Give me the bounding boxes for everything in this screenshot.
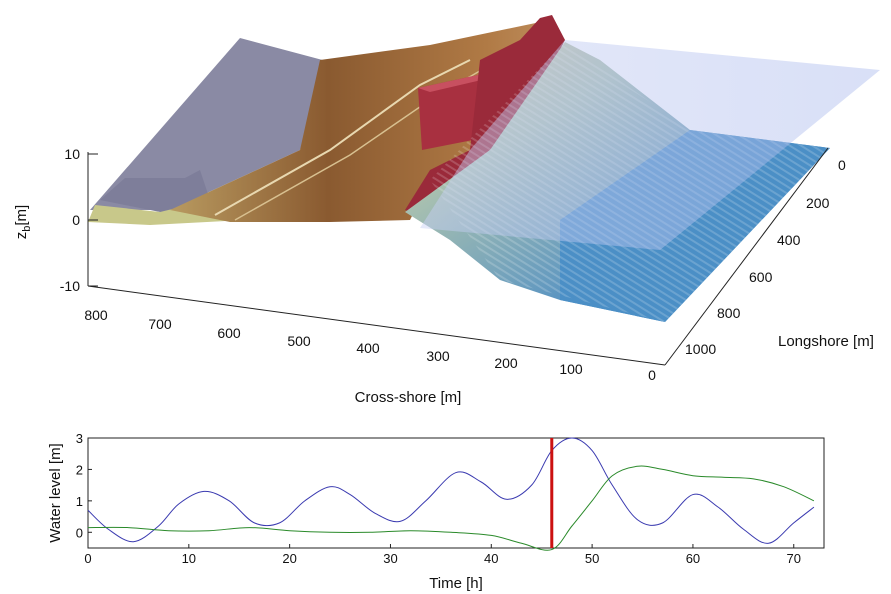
cross-shore-tick-label: 600 xyxy=(217,325,241,341)
x-tick-label: 60 xyxy=(686,551,700,566)
longshore-axis: 0 200 400 600 800 1000 Longshore [m] xyxy=(664,147,874,366)
longshore-tick-label: 600 xyxy=(749,269,773,285)
seawall xyxy=(418,75,483,150)
x-tick-label: 10 xyxy=(182,551,196,566)
y-tick-label: 3 xyxy=(76,431,83,446)
cross-shore-tick-label: 700 xyxy=(148,316,172,332)
z-tick-label: -10 xyxy=(60,278,80,294)
y-tick-label: 1 xyxy=(76,494,83,509)
land-surface xyxy=(170,20,565,222)
z-axis-label: zb[m] xyxy=(13,205,33,239)
x-tick-label: 20 xyxy=(282,551,296,566)
cross-shore-tick-label: 100 xyxy=(559,361,583,377)
series-line-1 xyxy=(87,437,815,544)
time-series-x-label: Time [h] xyxy=(429,575,483,592)
cross-shore-tick-label: 400 xyxy=(356,340,380,356)
longshore-tick-label: 0 xyxy=(838,157,846,173)
series-line-2 xyxy=(87,465,815,551)
cross-shore-tick-label: 0 xyxy=(648,367,656,383)
z-axis: 10 0 -10 zb[m] xyxy=(13,146,98,294)
x-tick-label: 0 xyxy=(84,551,91,566)
z-label-unit: [m] xyxy=(13,205,30,226)
time-series-y-label: Water level [m] xyxy=(47,443,64,542)
longshore-tick-label: 800 xyxy=(717,305,741,321)
x-tick-label: 50 xyxy=(585,551,599,566)
x-tick-label: 70 xyxy=(787,551,801,566)
building-block xyxy=(100,170,210,215)
building-area xyxy=(90,38,330,210)
y-tick-label: 0 xyxy=(76,525,83,540)
svg-text:zb[m]: zb[m] xyxy=(13,205,33,239)
longshore-tick-label: 1000 xyxy=(685,341,716,357)
y-tick-label: 2 xyxy=(76,462,83,477)
z-tick-label: 10 xyxy=(64,146,80,162)
z-label-sub: b xyxy=(21,226,33,232)
terrain-surface xyxy=(88,15,880,322)
seawall-top xyxy=(418,75,490,92)
z-label-main: z xyxy=(13,232,30,240)
water-level-plane xyxy=(420,40,880,250)
z-tick-label: 0 xyxy=(72,212,80,228)
cross-shore-axis-label: Cross-shore [m] xyxy=(355,389,462,406)
cross-shore-tick-label: 300 xyxy=(426,348,450,364)
longshore-axis-label: Longshore [m] xyxy=(778,333,874,350)
longshore-tick-label: 400 xyxy=(777,232,801,248)
cross-shore-tick-label: 500 xyxy=(287,333,311,349)
x-tick-label: 30 xyxy=(383,551,397,566)
plot-frame xyxy=(87,437,825,549)
longshore-tick-label: 200 xyxy=(806,195,830,211)
road-line xyxy=(214,59,471,216)
cross-shore-tick-label: 200 xyxy=(494,355,518,371)
x-tick-label: 40 xyxy=(484,551,498,566)
cross-shore-tick-label: 800 xyxy=(84,307,108,323)
cross-shore-axis: 800 700 600 500 400 300 200 100 0 Cross-… xyxy=(84,285,666,406)
